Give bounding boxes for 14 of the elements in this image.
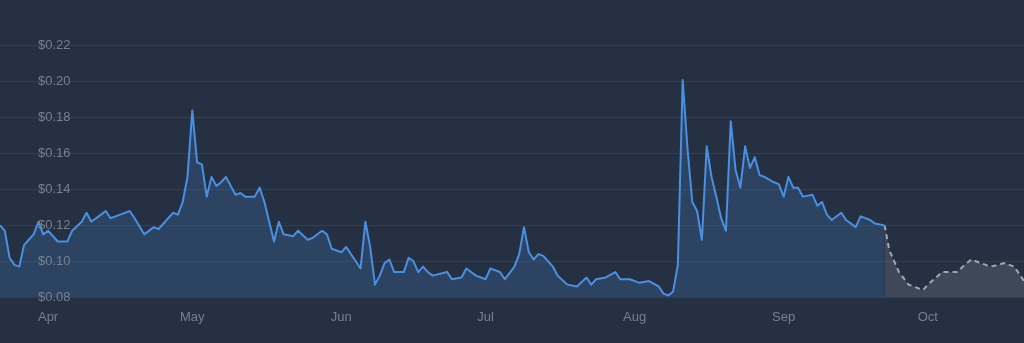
- x-tick-label: May: [180, 308, 206, 324]
- y-tick-label: $0.18: [38, 109, 71, 125]
- x-tick-label: Sep: [772, 308, 796, 324]
- y-tick-label: $0.14: [38, 181, 71, 197]
- x-tick-label: Jul: [477, 308, 494, 324]
- x-tick-label: Aug: [623, 308, 647, 324]
- y-tick-label: $0.08: [38, 288, 71, 304]
- x-tick-label: Oct: [917, 308, 939, 324]
- y-tick-label: $0.20: [38, 73, 71, 89]
- x-tick-label: Jun: [330, 308, 352, 324]
- x-tick-label: Apr: [37, 308, 59, 324]
- y-tick-label: $0.10: [38, 252, 71, 268]
- y-tick-label: $0.16: [38, 145, 71, 161]
- y-tick-label: $0.22: [38, 37, 71, 53]
